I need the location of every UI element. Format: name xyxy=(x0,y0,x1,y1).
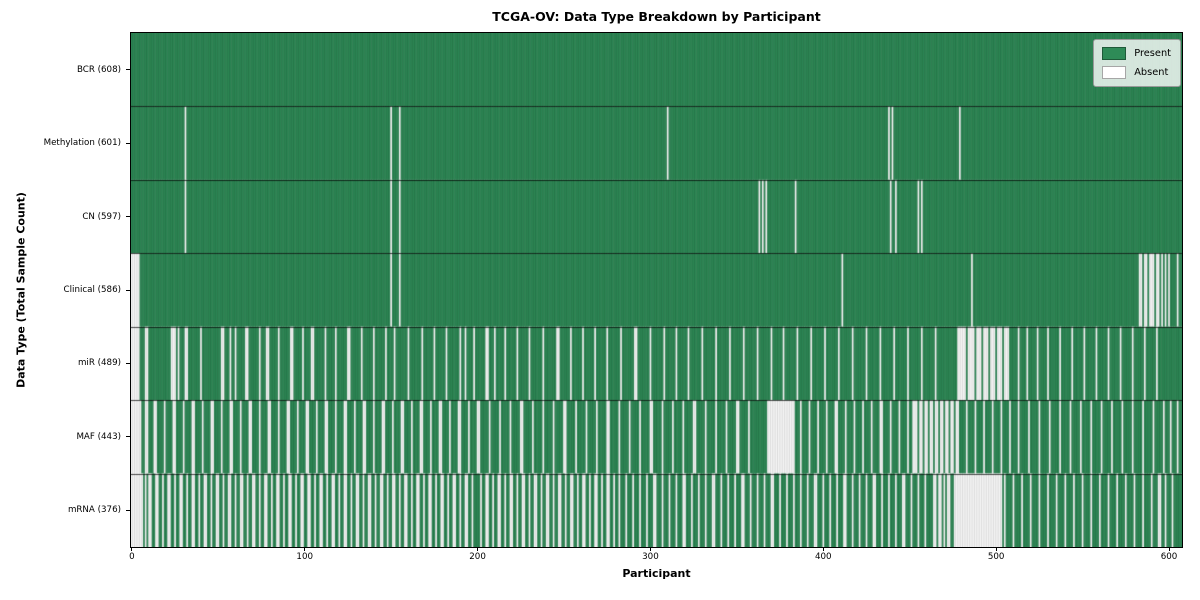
y-tick-label-MAF: MAF (443) xyxy=(76,431,121,442)
x-tick-mark xyxy=(1168,547,1170,551)
x-tick-mark xyxy=(649,547,651,551)
y-tick-mark xyxy=(126,509,130,511)
chart-title: TCGA-OV: Data Type Breakdown by Particip… xyxy=(492,9,821,24)
y-tick-mark xyxy=(126,362,130,364)
legend-label-present: Present xyxy=(1134,48,1171,59)
x-axis-label: Participant xyxy=(622,567,691,580)
legend-item-absent: Absent xyxy=(1102,66,1171,79)
y-tick-label-mRNA: mRNA (376) xyxy=(67,505,121,516)
legend-label-absent: Absent xyxy=(1134,67,1169,78)
x-tick-label-100: 100 xyxy=(296,552,314,562)
y-tick-label-CN: CN (597) xyxy=(82,211,121,222)
y-tick-mark xyxy=(126,289,130,291)
x-tick-label-200: 200 xyxy=(469,552,486,562)
y-tick-label-Clinical: Clinical (586) xyxy=(63,285,121,295)
legend-swatch-absent xyxy=(1102,66,1127,79)
legend-swatch-present xyxy=(1102,47,1127,60)
x-tick-label-300: 300 xyxy=(642,552,659,562)
x-tick-label-500: 500 xyxy=(987,552,1005,562)
x-tick-label-600: 600 xyxy=(1160,552,1178,562)
y-tick-mark xyxy=(126,216,130,218)
y-tick-mark xyxy=(126,69,130,71)
x-tick-mark xyxy=(995,547,997,551)
y-tick-mark xyxy=(126,436,130,438)
y-tick-label-BCR: BCR (608) xyxy=(76,64,121,75)
x-tick-label-0: 0 xyxy=(129,552,135,562)
legend-item-present: Present xyxy=(1102,47,1171,60)
y-tick-mark xyxy=(126,142,130,144)
x-tick-label-400: 400 xyxy=(815,552,832,562)
legend: Present Absent xyxy=(1093,39,1181,87)
heatmap-canvas xyxy=(131,33,1182,547)
x-tick-mark xyxy=(822,547,824,551)
x-tick-mark xyxy=(477,547,479,551)
y-tick-label-Methylation: Methylation (601) xyxy=(43,138,121,149)
plot-area xyxy=(130,32,1183,548)
y-tick-label-miR: miR (489) xyxy=(77,358,121,369)
x-tick-mark xyxy=(304,547,306,551)
x-tick-mark xyxy=(131,547,133,551)
